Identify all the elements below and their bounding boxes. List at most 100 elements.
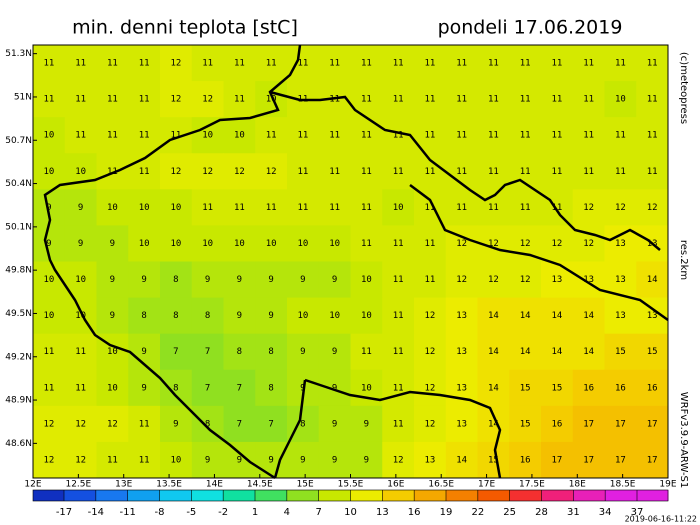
cell bbox=[96, 189, 129, 226]
cell-value: 14 bbox=[583, 311, 594, 321]
cell-value: 11 bbox=[488, 131, 499, 141]
colorbar-label: 13 bbox=[376, 507, 389, 518]
lon-label: 12.5E bbox=[65, 480, 91, 490]
cell-value: 11 bbox=[297, 131, 308, 141]
cell-value: 14 bbox=[488, 347, 499, 357]
cell bbox=[382, 81, 415, 118]
colorbar-label: 25 bbox=[503, 507, 516, 518]
cell bbox=[604, 333, 637, 371]
cell-value: 11 bbox=[551, 59, 562, 69]
cell-value: 11 bbox=[520, 95, 531, 105]
cell-value: 11 bbox=[647, 167, 658, 177]
cell bbox=[604, 405, 637, 443]
cell-value: 12 bbox=[170, 59, 181, 69]
cell bbox=[33, 441, 66, 479]
cell bbox=[223, 117, 256, 154]
cell bbox=[445, 81, 478, 118]
cell-value: 16 bbox=[520, 455, 531, 465]
cell bbox=[509, 45, 542, 82]
cell-value: 11 bbox=[329, 131, 340, 141]
cell-value: 11 bbox=[361, 167, 372, 177]
cell-value: 11 bbox=[361, 95, 372, 105]
cell-value: 11 bbox=[456, 167, 467, 177]
cell bbox=[350, 189, 383, 226]
cell-value: 14 bbox=[647, 275, 658, 285]
cell-value: 11 bbox=[202, 59, 213, 69]
cell-value: 9 bbox=[141, 275, 146, 285]
cell bbox=[509, 333, 542, 371]
colorbar-label: 16 bbox=[408, 507, 421, 518]
cell-value: 9 bbox=[237, 311, 242, 321]
cell-value: 10 bbox=[43, 311, 54, 321]
cell-value: 10 bbox=[361, 311, 372, 321]
cell-value: 11 bbox=[139, 455, 150, 465]
cell bbox=[33, 81, 66, 118]
cell-value: 15 bbox=[647, 347, 658, 357]
cell-value: 15 bbox=[615, 347, 626, 357]
cell bbox=[604, 45, 637, 82]
cell-value: 11 bbox=[75, 59, 86, 69]
cell-value: 9 bbox=[268, 311, 273, 321]
colorbar-label: 10 bbox=[344, 507, 357, 518]
cell-value: 12 bbox=[107, 419, 118, 429]
cell-value: 10 bbox=[361, 383, 372, 393]
cell bbox=[33, 333, 66, 371]
cell-value: 17 bbox=[583, 455, 594, 465]
colorbar-label: 34 bbox=[599, 507, 612, 518]
cell-value: 11 bbox=[647, 95, 658, 105]
cell-value: 11 bbox=[424, 131, 435, 141]
cell bbox=[96, 405, 129, 443]
cell-value: 9 bbox=[46, 203, 51, 213]
cell-value: 10 bbox=[202, 131, 213, 141]
cell-value: 11 bbox=[424, 167, 435, 177]
cell-value: 15 bbox=[551, 383, 562, 393]
cell bbox=[191, 297, 224, 335]
cell-value: 11 bbox=[424, 239, 435, 249]
colorbar-segment bbox=[127, 490, 160, 501]
cell bbox=[414, 369, 447, 407]
cell-value: 11 bbox=[520, 203, 531, 213]
cell-value: 13 bbox=[456, 311, 467, 321]
cell bbox=[128, 225, 161, 262]
cell bbox=[477, 333, 510, 371]
cell bbox=[96, 153, 129, 190]
cell-value: 11 bbox=[266, 59, 277, 69]
cell bbox=[604, 369, 637, 407]
cell-value: 7 bbox=[268, 419, 273, 429]
cell bbox=[223, 405, 256, 443]
cell bbox=[382, 333, 415, 371]
cell-value: 11 bbox=[139, 95, 150, 105]
cell-value: 14 bbox=[488, 419, 499, 429]
cell-value: 17 bbox=[615, 455, 626, 465]
cell bbox=[160, 153, 193, 190]
cell-value: 8 bbox=[205, 311, 210, 321]
colorbar: -17 -14 -11 -8 -5 -2 1 4 7 10 13 16 19 22 25 28 31 34 37 bbox=[32, 489, 669, 518]
cell-value: 9 bbox=[78, 239, 83, 249]
cell-value: 12 bbox=[583, 239, 594, 249]
cell-value: 11 bbox=[647, 59, 658, 69]
cell-value: 11 bbox=[583, 131, 594, 141]
colorbar-segment bbox=[286, 490, 320, 501]
cell bbox=[160, 261, 193, 299]
cell bbox=[414, 297, 447, 335]
cell-value: 12 bbox=[202, 167, 213, 177]
cell bbox=[191, 189, 224, 226]
cell-value: 12 bbox=[202, 95, 213, 105]
cell bbox=[509, 441, 542, 479]
cell bbox=[572, 261, 605, 299]
lon-label: 18.5E bbox=[610, 480, 636, 490]
colorbar-label: 28 bbox=[535, 507, 548, 518]
cell-value: 9 bbox=[173, 419, 178, 429]
cell-value: 12 bbox=[647, 203, 658, 213]
cell-value: 14 bbox=[583, 347, 594, 357]
colorbar-label: 31 bbox=[567, 507, 580, 518]
cell-value: 9 bbox=[300, 455, 305, 465]
cell-value: 11 bbox=[329, 59, 340, 69]
cell bbox=[191, 225, 224, 262]
cell-value: 14 bbox=[488, 383, 499, 393]
cell bbox=[541, 441, 574, 479]
cell-value: 11 bbox=[456, 131, 467, 141]
cell bbox=[414, 441, 447, 479]
cell bbox=[636, 189, 669, 226]
